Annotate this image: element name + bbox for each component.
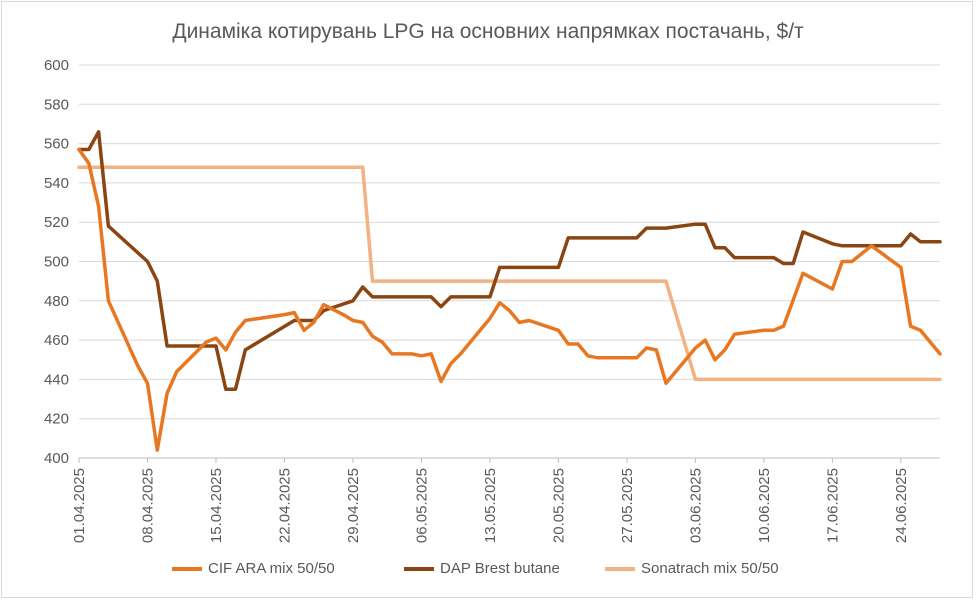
x-tick-label-11: 17.06.2025 (824, 468, 841, 543)
y-tick-label-400: 400 (44, 450, 69, 467)
chart-title: Динаміка котирувань LPG на основних напр… (172, 20, 804, 43)
series-line-cif-ara-mix-50-50 (77, 147, 942, 452)
x-tick-label-8: 27.05.2025 (619, 468, 636, 543)
y-tick-label-500: 500 (44, 254, 69, 271)
y-tick-label-480: 480 (44, 293, 69, 310)
chart-legend: CIF ARA mix 50/50 DAP Brest butane Sonat… (0, 560, 976, 582)
legend-item-sonatrach: Sonatrach mix 50/50 (605, 560, 779, 577)
legend-item-cif-ara: CIF ARA mix 50/50 (172, 560, 335, 577)
legend-label-cif-ara: CIF ARA mix 50/50 (208, 560, 335, 577)
x-tick-label-2: 15.04.2025 (208, 468, 225, 543)
y-tick-label-540: 540 (44, 175, 69, 192)
legend-swatch-cif-ara (172, 566, 202, 571)
y-tick-label-580: 580 (44, 96, 69, 113)
y-tick-label-520: 520 (44, 214, 69, 231)
y-tick-label-600: 600 (44, 57, 69, 74)
x-tick-label-3: 22.04.2025 (276, 468, 293, 543)
y-tick-label-560: 560 (44, 136, 69, 153)
x-tick-label-6: 13.05.2025 (482, 468, 499, 543)
legend-item-dap-brest: DAP Brest butane (404, 560, 560, 577)
y-tick-label-440: 440 (44, 371, 69, 388)
x-tick-label-10: 10.06.2025 (756, 468, 773, 543)
series-line-sonatrach-mix-50-50 (77, 165, 942, 382)
legend-swatch-dap-brest (404, 566, 434, 571)
x-tick-label-4: 29.04.2025 (345, 468, 362, 543)
legend-swatch-sonatrach (605, 566, 635, 571)
legend-label-dap-brest: DAP Brest butane (440, 560, 560, 577)
y-tick-label-420: 420 (44, 411, 69, 428)
x-tick-label-1: 08.04.2025 (139, 468, 156, 543)
legend-label-sonatrach: Sonatrach mix 50/50 (641, 560, 779, 577)
x-tick-label-7: 20.05.2025 (550, 468, 567, 543)
y-tick-label-460: 460 (44, 332, 69, 349)
x-tick-label-9: 03.06.2025 (687, 468, 704, 543)
x-tick-label-12: 24.06.2025 (893, 468, 910, 543)
x-tick-label-0: 01.04.2025 (71, 468, 88, 543)
x-tick-label-5: 06.05.2025 (413, 468, 430, 543)
series-line-dap-brest-butane (77, 130, 942, 391)
